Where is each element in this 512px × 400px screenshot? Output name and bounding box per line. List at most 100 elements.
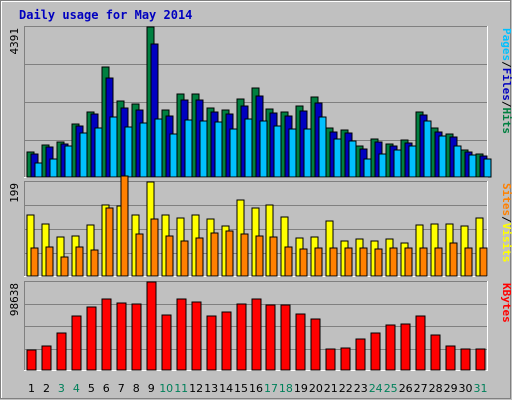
legend-part: / [500,216,512,223]
bar-kbytes-kbytes [101,298,112,371]
bar-hits-pages [94,127,103,178]
bar-kbytes-kbytes [56,332,67,371]
x-tick-label: 2 [43,382,50,395]
bar-visits-sites [120,175,129,277]
x-tick-label: 14 [219,382,233,395]
x-tick-label: 20 [309,382,323,395]
bar-visits-sites [389,247,398,277]
bar-visits-sites [195,237,204,277]
bar-visits-sites [434,247,443,277]
bar-hits-pages [438,135,447,178]
legend-part: Sites [500,183,512,216]
bar-hits-pages [348,140,357,178]
bar-visits-sites [90,249,99,277]
bar-kbytes-kbytes [445,345,456,371]
bar-hits-pages [34,162,43,178]
bar-visits-sites [75,246,84,277]
bar-visits-sites [135,233,144,277]
bar-kbytes-kbytes [206,315,217,371]
x-tick-label: 21 [324,382,338,395]
x-tick-label: 18 [279,382,293,395]
bar-visits-sites [150,218,159,277]
bar-hits-pages [244,118,253,178]
bar-hits-pages [124,126,133,178]
x-tick-label: 23 [354,382,368,395]
bar-visits-sites [314,247,323,277]
bar-hits-pages [423,120,432,178]
bar-hits-pages [109,116,118,178]
bar-kbytes-kbytes [385,324,396,371]
x-tick-label: 11 [174,382,188,395]
bar-kbytes-kbytes [26,349,37,371]
bar-visits-sites [30,247,39,277]
x-tick-label: 31 [474,382,488,395]
x-tick-label: 30 [459,382,473,395]
bar-kbytes-kbytes [41,345,52,371]
x-tick-label: 7 [118,382,125,395]
bar-kbytes-kbytes [475,348,486,371]
bar-kbytes-kbytes [236,303,247,371]
bar-visits-sites [374,248,383,277]
bar-visits-sites [165,235,174,277]
bar-hits-pages [79,132,88,178]
x-tick-label: 28 [429,382,443,395]
bar-hits-pages [333,138,342,178]
bar-visits-sites [180,240,189,277]
x-tick-label: 29 [444,382,458,395]
bar-kbytes-kbytes [251,298,262,371]
bar-visits-sites [449,242,458,277]
x-tick-label: 12 [189,382,203,395]
bar-kbytes-kbytes [280,304,291,371]
bar-visits-sites [210,232,219,277]
bar-kbytes-kbytes [176,298,187,371]
legend-part: / [500,61,512,68]
legend-part: Visits [500,223,512,263]
x-tick-label: 15 [234,382,248,395]
bar-hits-pages [363,158,372,178]
bar-hits-pages [453,145,462,178]
legend-part: KBytes [500,283,512,323]
bar-kbytes-kbytes [370,332,381,371]
legend-hits: Pages/Files/Hits [500,28,512,134]
bar-kbytes-kbytes [146,281,157,371]
x-tick-label: 17 [264,382,278,395]
bar-hits-pages [303,128,312,178]
bar-visits-sites [269,236,278,277]
bar-kbytes-kbytes [355,338,366,371]
bar-hits-pages [259,120,268,178]
bar-visits-sites [45,246,54,277]
bar-kbytes-kbytes [400,323,411,371]
ymax-label-visits: 199 [8,183,21,203]
bar-kbytes-kbytes [86,306,97,371]
legend-kbytes: KBytes [500,283,512,323]
bar-kbytes-kbytes [310,318,321,371]
legend-part: Files [500,68,512,101]
bar-hits-pages [229,128,238,178]
x-tick-label: 10 [159,382,173,395]
bar-kbytes-kbytes [430,334,441,371]
bar-kbytes-kbytes [221,311,232,371]
bar-visits-sites [255,235,264,277]
bar-visits-sites [225,230,234,277]
bar-visits-sites [479,247,488,277]
x-tick-label: 8 [133,382,140,395]
bar-kbytes-kbytes [460,348,471,371]
ymax-label-kbytes: 98638 [8,283,21,316]
bar-hits-pages [483,158,492,178]
legend-visits: Sites/Visits [500,183,512,263]
bar-kbytes-kbytes [131,303,142,371]
x-tick-label: 13 [204,382,218,395]
bar-hits-pages [169,133,178,178]
bar-kbytes-kbytes [116,302,127,371]
x-tick-label: 22 [339,382,353,395]
bar-visits-sites [329,247,338,277]
bar-hits-pages [49,158,58,178]
x-tick-label: 27 [414,382,428,395]
bar-visits-sites [299,248,308,277]
bar-hits-pages [273,125,282,178]
legend-part: Pages [500,28,512,61]
bar-kbytes-kbytes [295,313,306,371]
bar-hits-pages [288,128,297,178]
